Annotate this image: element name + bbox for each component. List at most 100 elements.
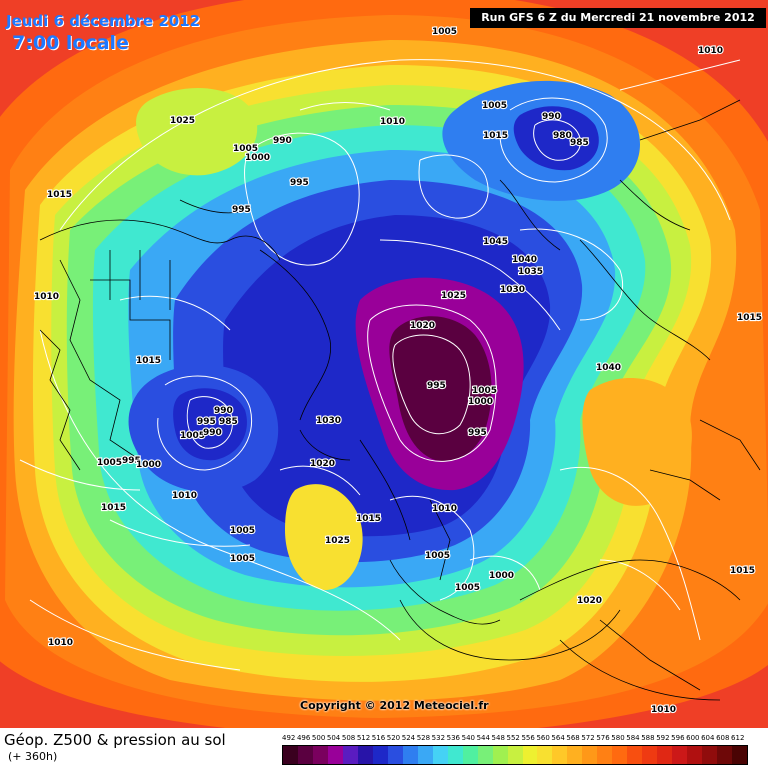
pressure-label: 980 xyxy=(553,131,572,141)
pressure-label: 1010 xyxy=(651,705,676,715)
legend-color-cell xyxy=(447,746,463,764)
legend-color-cell xyxy=(462,746,478,764)
pressure-label: 1025 xyxy=(170,116,195,126)
pressure-label: 1005 xyxy=(432,27,457,37)
low-atlantic-core xyxy=(173,388,247,461)
legend-color-cell xyxy=(297,746,313,764)
legend-color-cell xyxy=(642,746,658,764)
legend-color-cell xyxy=(492,746,508,764)
pressure-label: 1005 xyxy=(425,551,450,561)
pressure-label: 1010 xyxy=(380,117,405,127)
legend-color-cell xyxy=(732,746,748,764)
legend-color-cell xyxy=(687,746,703,764)
legend-color-cell xyxy=(357,746,373,764)
pressure-label: 1020 xyxy=(310,459,335,469)
pressure-label: 1005 xyxy=(482,101,507,111)
model-run-label: Run GFS 6 Z du Mercredi 21 novembre 2012 xyxy=(470,8,766,28)
pressure-label: 1015 xyxy=(356,514,381,524)
pressure-label: 1005 xyxy=(97,458,122,468)
legend-tick-label: 612 xyxy=(731,734,745,742)
polar-map: 1005101099098098510251005101010159901005… xyxy=(0,0,768,728)
pressure-label: 1020 xyxy=(577,596,602,606)
legend-color-cell xyxy=(507,746,523,764)
legend-tick-label: 552 xyxy=(506,734,520,742)
legend-footer: Géop. Z500 & pression au sol (+ 360h) 49… xyxy=(0,728,768,768)
low-pacific-core xyxy=(513,106,599,171)
pressure-label: 1030 xyxy=(316,416,341,426)
pressure-label: 1010 xyxy=(698,46,723,56)
pressure-label: 1015 xyxy=(47,190,72,200)
legend-color-bar xyxy=(282,745,748,765)
pressure-label: 1005 xyxy=(455,583,480,593)
pressure-label: 1030 xyxy=(500,285,525,295)
pressure-label: 1040 xyxy=(596,363,621,373)
legend-tick-label: 540 xyxy=(461,734,475,742)
legend-color-cell xyxy=(552,746,568,764)
legend-tick-label: 560 xyxy=(536,734,550,742)
legend-color-cell xyxy=(432,746,448,764)
legend-color-cell xyxy=(657,746,673,764)
legend-tick-label: 504 xyxy=(326,734,341,742)
legend-color-cell xyxy=(477,746,493,764)
pressure-label: 1005 xyxy=(230,554,255,564)
pressure-label: 1000 xyxy=(468,397,493,407)
pressure-label: 995 xyxy=(122,456,141,466)
pressure-label: 1015 xyxy=(483,131,508,141)
pressure-label: 1015 xyxy=(737,313,762,323)
legend-tick-label: 600 xyxy=(686,734,700,742)
pressure-label: 1000 xyxy=(136,460,161,470)
legend-color-cell xyxy=(702,746,718,764)
field-title: Géop. Z500 & pression au sol xyxy=(4,731,226,749)
legend-tick-label: 592 xyxy=(656,734,670,742)
pressure-label: 990 xyxy=(214,406,233,416)
pressure-label: 1025 xyxy=(325,536,350,546)
pressure-label: 1005 xyxy=(472,386,497,396)
pressure-label: 1010 xyxy=(172,491,197,501)
legend-tick-label: 496 xyxy=(296,734,311,742)
copyright-text: Copyright © 2012 Meteociel.fr xyxy=(300,699,489,712)
legend-color-cell xyxy=(717,746,733,764)
legend-tick-label: 608 xyxy=(716,734,730,742)
legend-tick-label: 528 xyxy=(416,734,431,742)
pressure-label: 990 xyxy=(542,112,561,122)
pressure-labels: 1005101099098098510251005101010159901005… xyxy=(33,26,763,716)
pressure-label: 1000 xyxy=(489,571,514,581)
forecast-time: 7:00 locale xyxy=(12,32,129,54)
legend-color-cell xyxy=(537,746,553,764)
pressure-label: 995 xyxy=(290,178,309,188)
legend-tick-label: 492 xyxy=(282,734,296,742)
legend-scale-labels: 492 496 500 504 508 512 516 520 524 528 532 536 540 5… xyxy=(282,734,746,744)
legend-color-cell xyxy=(627,746,643,764)
pressure-label: 990 xyxy=(203,428,222,438)
forecast-date: Jeudi 6 décembre 2012 xyxy=(6,12,201,30)
legend-color-cell xyxy=(312,746,328,764)
pressure-label: 1010 xyxy=(432,504,457,514)
legend-color-cell xyxy=(372,746,388,764)
legend-tick-label: 516 xyxy=(371,734,386,742)
pressure-label: 995 xyxy=(232,205,251,215)
legend-color-cell xyxy=(417,746,433,764)
pressure-label: 1015 xyxy=(136,356,161,366)
pressure-label: 995 xyxy=(427,381,446,391)
legend-tick-label: 524 xyxy=(401,734,416,742)
legend-tick-label: 548 xyxy=(491,734,505,742)
pressure-label: 1005 xyxy=(230,526,255,536)
legend-tick-label: 572 xyxy=(581,734,595,742)
pressure-label: 1015 xyxy=(101,503,126,513)
pressure-label: 1035 xyxy=(518,267,543,277)
z500-band-496 xyxy=(389,316,492,462)
legend-color-cell xyxy=(582,746,598,764)
legend-tick-label: 556 xyxy=(521,734,535,742)
pressure-label: 990 xyxy=(273,136,292,146)
legend-tick-label: 568 xyxy=(566,734,580,742)
pressure-label: 1040 xyxy=(512,255,537,265)
pressure-label: 1020 xyxy=(410,321,435,331)
legend-tick-label: 580 xyxy=(611,734,625,742)
legend-tick-label: 500 xyxy=(311,734,326,742)
legend-color-cell xyxy=(327,746,343,764)
ridge-pacific xyxy=(136,88,258,176)
legend-color-cell xyxy=(567,746,583,764)
pressure-label: 1010 xyxy=(48,638,73,648)
legend-color-cell xyxy=(612,746,628,764)
legend-tick-label: 520 xyxy=(386,734,401,742)
